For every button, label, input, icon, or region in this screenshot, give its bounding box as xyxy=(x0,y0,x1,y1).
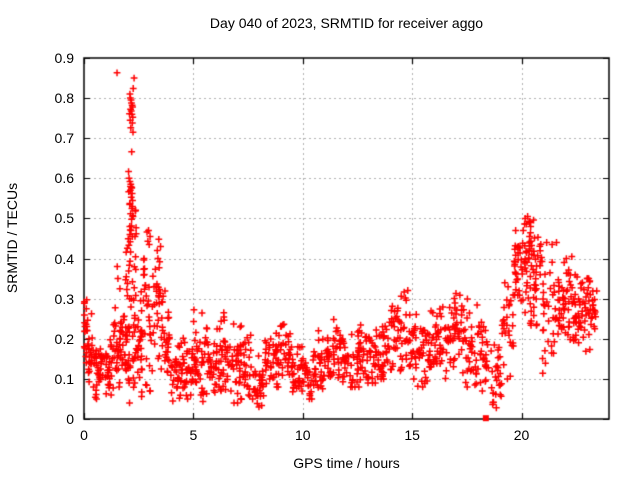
y-tick-label: 0.3 xyxy=(54,290,74,307)
chart-title: Day 040 of 2023, SRMTID for receiver agg… xyxy=(209,15,484,31)
y-tick-label: 0.4 xyxy=(54,250,74,267)
y-tick-label: 0.6 xyxy=(54,170,74,187)
y-tick-label: 0 xyxy=(66,411,74,427)
x-tick-label: 15 xyxy=(404,427,420,443)
y-tick-label: 0.5 xyxy=(54,210,74,227)
y-tick-label: 0.2 xyxy=(54,330,74,347)
x-tick-label: 10 xyxy=(294,427,311,443)
y-tick-label: 0.7 xyxy=(54,130,74,147)
x-tick-label: 0 xyxy=(80,427,88,443)
x-tick-label: 20 xyxy=(513,427,530,443)
y-tick-label: 0.8 xyxy=(54,90,74,107)
x-axis-title: GPS time / hours xyxy=(293,455,400,471)
y-axis-title: SRMTID / TECUs xyxy=(4,182,20,294)
y-tick-label: 0.1 xyxy=(54,370,74,387)
x-tick-label: 5 xyxy=(189,427,198,443)
y-tick-label: 0.9 xyxy=(54,50,74,66)
